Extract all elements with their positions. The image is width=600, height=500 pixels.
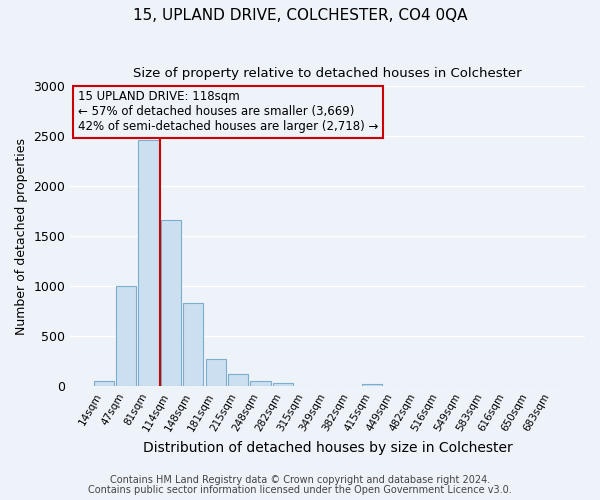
Bar bbox=[139, 140, 158, 386]
Bar bbox=[250, 382, 271, 386]
Text: Contains public sector information licensed under the Open Government Licence v3: Contains public sector information licen… bbox=[88, 485, 512, 495]
Bar bbox=[206, 360, 226, 386]
Bar bbox=[362, 384, 382, 386]
Bar bbox=[273, 383, 293, 386]
Text: Contains HM Land Registry data © Crown copyright and database right 2024.: Contains HM Land Registry data © Crown c… bbox=[110, 475, 490, 485]
Text: 15 UPLAND DRIVE: 118sqm
← 57% of detached houses are smaller (3,669)
42% of semi: 15 UPLAND DRIVE: 118sqm ← 57% of detache… bbox=[78, 90, 379, 134]
Bar bbox=[116, 286, 136, 386]
Bar bbox=[183, 303, 203, 386]
Y-axis label: Number of detached properties: Number of detached properties bbox=[15, 138, 28, 334]
Bar bbox=[161, 220, 181, 386]
Title: Size of property relative to detached houses in Colchester: Size of property relative to detached ho… bbox=[133, 68, 522, 80]
Text: 15, UPLAND DRIVE, COLCHESTER, CO4 0QA: 15, UPLAND DRIVE, COLCHESTER, CO4 0QA bbox=[133, 8, 467, 22]
Bar bbox=[94, 381, 114, 386]
X-axis label: Distribution of detached houses by size in Colchester: Distribution of detached houses by size … bbox=[143, 441, 512, 455]
Bar bbox=[228, 374, 248, 386]
